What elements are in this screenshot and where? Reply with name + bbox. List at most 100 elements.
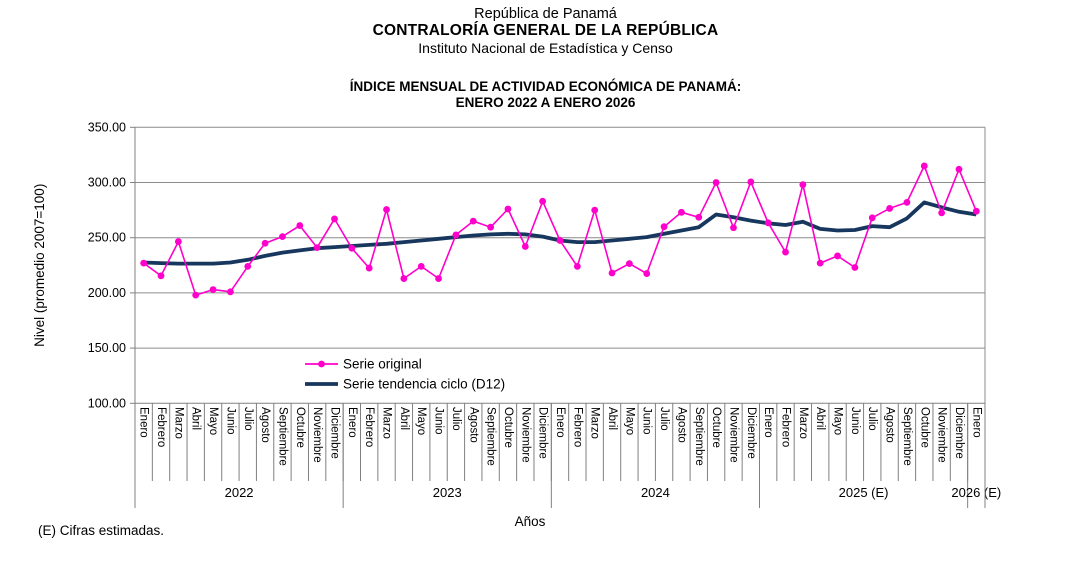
series-original-marker [192, 291, 200, 299]
year-label: 2024 [641, 485, 670, 500]
series-original-marker [660, 223, 668, 231]
series-original-marker [435, 275, 442, 282]
month-label: Octubre [710, 407, 722, 448]
series-original-marker [365, 264, 373, 272]
series-original-marker [244, 263, 252, 270]
year-label: 2023 [433, 485, 462, 500]
series-original-marker [972, 207, 980, 215]
month-label: Mayo [415, 407, 427, 435]
org-name-line1: República de Panamá [474, 6, 617, 22]
month-label: Marzo [381, 407, 393, 439]
month-label: Noviembre [311, 407, 323, 463]
month-label: Abril [606, 407, 618, 430]
series-original-marker [712, 179, 720, 186]
series-original-marker [834, 252, 841, 260]
month-label: Enero [346, 407, 358, 438]
y-axis-tick-label: 100.00 [88, 396, 126, 410]
legend-original-label: Serie original [343, 357, 422, 372]
month-label: Junio [849, 407, 861, 435]
series-original-marker [782, 248, 789, 256]
chart-title-line1: ÍNDICE MENSUAL DE ACTIVIDAD ECONÓMICA DE… [349, 79, 742, 94]
series-original-marker [816, 259, 824, 267]
series-original-marker [331, 215, 338, 223]
month-label: Mayo [623, 407, 635, 435]
series-original-marker [487, 223, 495, 231]
month-label: Junio [224, 407, 236, 435]
series-original-marker [313, 244, 321, 252]
y-axis-tick-label: 200.00 [88, 286, 126, 300]
month-label: Julio [242, 407, 254, 431]
month-label: Enero [762, 407, 774, 438]
series-original-marker [678, 208, 685, 216]
series-original-marker [955, 165, 963, 173]
month-label: Diciembre [537, 407, 549, 459]
year-label: 2026 (E) [951, 485, 1001, 500]
series-original-marker [174, 238, 182, 245]
org-name-line2: CONTRALORÍA GENERAL DE LA REPÚBLICA [372, 22, 719, 39]
month-label: Febrero [155, 407, 167, 447]
month-label: Marzo [797, 407, 809, 439]
month-label: Enero [138, 407, 150, 438]
series-original-marker [920, 162, 928, 170]
legend-tendencia-label: Serie tendencia ciclo (D12) [343, 377, 505, 392]
series-original-marker [261, 239, 269, 247]
y-axis-tick-label: 300.00 [88, 176, 126, 190]
month-label: Julio [658, 407, 670, 431]
estimated-figures-note: (E) Cifras estimadas. [38, 523, 165, 538]
month-label: Julio [450, 407, 462, 431]
series-original-marker [279, 233, 286, 240]
legend-original-marker-swatch [318, 360, 325, 368]
year-label: 2025 (E) [839, 485, 889, 500]
series-original-marker [209, 286, 217, 293]
series-original-marker [539, 197, 547, 205]
series-original-marker [608, 269, 616, 277]
series-original-marker [504, 205, 512, 213]
month-label: Febrero [780, 407, 792, 447]
series-original-marker [868, 214, 876, 222]
series-original-marker [140, 259, 148, 267]
month-label: Junio [433, 407, 445, 435]
series-tendencia-line [143, 200, 977, 266]
series-original-marker [227, 288, 234, 296]
series-original-marker [747, 178, 755, 186]
series-original-marker [903, 198, 911, 206]
month-label: Junio [641, 407, 653, 435]
series-original-marker [417, 263, 425, 270]
series-original-marker [625, 260, 633, 268]
month-label: Octubre [294, 407, 306, 448]
month-label: Marzo [172, 407, 184, 439]
series-original-marker [886, 205, 893, 212]
month-label: Octubre [502, 407, 514, 448]
month-label: Febrero [363, 407, 375, 447]
month-label: Diciembre [953, 407, 965, 459]
month-label: Enero [554, 407, 566, 438]
month-label: Abril [190, 407, 202, 430]
month-label: Agosto [259, 407, 271, 443]
month-label: Mayo [207, 407, 219, 435]
month-label: Noviembre [936, 407, 948, 463]
series-original-marker [521, 243, 529, 250]
chart-title-line2: ENERO 2022 A ENERO 2026 [455, 95, 636, 110]
series-original-marker [851, 264, 859, 271]
series-original-marker [643, 270, 651, 277]
series-original-marker [938, 209, 946, 217]
series-original-marker [573, 263, 581, 270]
year-label: 2022 [225, 485, 254, 500]
month-label: Diciembre [328, 407, 340, 459]
series-original-marker [383, 206, 390, 213]
month-label: Septiembre [901, 407, 913, 466]
y-axis-title: Nivel (promedio 2007=100) [32, 184, 47, 347]
y-axis-tick-label: 150.00 [88, 341, 126, 355]
month-label: Agosto [675, 407, 687, 443]
month-label: Octubre [918, 407, 930, 448]
series-original-marker [591, 206, 599, 214]
month-label: Mayo [832, 407, 844, 435]
x-axis-title: Años [514, 514, 546, 529]
org-name-line3: Instituto Nacional de Estadística y Cens… [418, 40, 673, 56]
month-label: Abril [398, 407, 410, 430]
series-original-marker [799, 181, 807, 189]
month-label: Marzo [589, 407, 601, 439]
series-original-marker [730, 224, 737, 232]
series-original-marker [400, 275, 408, 282]
month-label: Noviembre [519, 407, 531, 463]
